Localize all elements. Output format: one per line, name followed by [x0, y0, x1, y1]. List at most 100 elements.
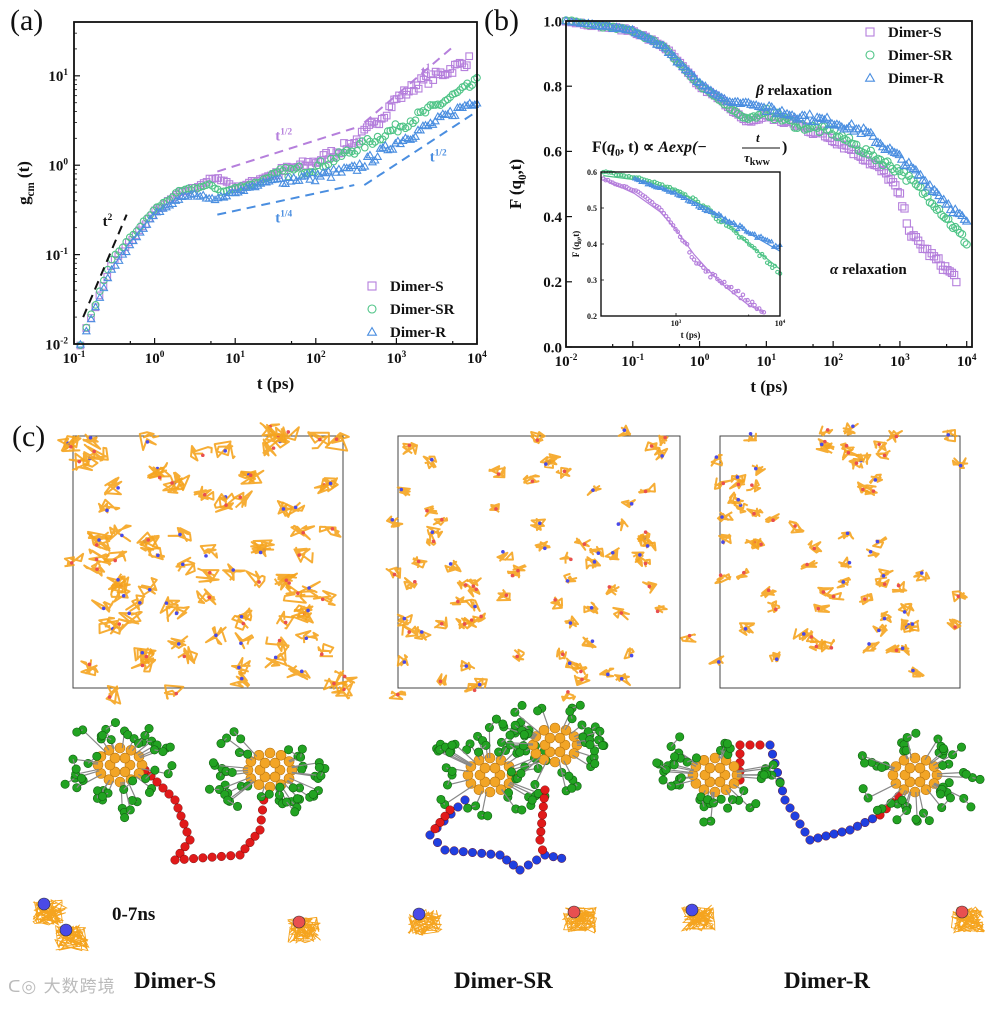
cluster-trace — [905, 619, 920, 633]
cluster-trace — [103, 476, 123, 496]
data-point — [289, 172, 299, 181]
data-point — [158, 203, 168, 212]
data-point — [332, 148, 341, 157]
center-bead — [101, 606, 106, 611]
center-bead — [919, 571, 924, 575]
cluster-trace — [318, 525, 342, 538]
data-point — [904, 226, 914, 235]
data-point — [594, 21, 605, 30]
cluster-trace — [792, 628, 809, 642]
system-label-dimer-r: Dimer-R — [784, 968, 870, 993]
center-bead — [239, 641, 243, 646]
data-point — [819, 114, 830, 124]
side-chain-atom — [297, 744, 307, 754]
center-bead — [580, 677, 584, 682]
center-bead — [882, 582, 887, 586]
molecule-cluster — [873, 440, 888, 453]
cluster-trace — [80, 659, 99, 677]
molecule-cluster — [942, 429, 958, 443]
cluster-trace — [862, 641, 880, 654]
simulation-box-dimer-s — [57, 422, 358, 705]
cluster-trace — [891, 580, 908, 593]
data-point — [660, 43, 671, 52]
guide-line — [363, 110, 478, 186]
center-bead — [629, 502, 634, 506]
center-bead — [223, 449, 227, 453]
cluster-trace — [718, 533, 732, 545]
molecule-cluster — [559, 551, 573, 564]
molecule-cluster — [433, 616, 448, 630]
side-chain-atom — [897, 795, 907, 805]
center-bead — [496, 472, 501, 476]
center-bead — [299, 669, 304, 674]
linker-atom — [537, 818, 547, 828]
data-point — [431, 67, 440, 76]
bond — [514, 711, 540, 734]
data-point — [451, 60, 459, 69]
side-chain-atom — [567, 783, 577, 793]
side-chain-atom — [505, 730, 515, 740]
cluster-trace — [83, 560, 106, 577]
side-chain-atom — [150, 765, 160, 775]
molecule-cluster — [245, 570, 266, 589]
cluster-trace — [61, 434, 82, 453]
cluster-trace — [636, 530, 651, 542]
molecule-cluster — [138, 431, 160, 451]
molecule-cluster — [896, 644, 910, 656]
linker-atom — [460, 795, 470, 805]
center-bead — [805, 562, 809, 567]
side-chain-atom — [97, 730, 107, 740]
molecule-cluster — [83, 443, 109, 462]
side-chain-atom — [658, 775, 668, 785]
cluster-trace — [138, 431, 160, 451]
linker-atom — [515, 865, 525, 875]
molecule-cluster — [396, 613, 413, 627]
simulation-box-dimer-sr — [385, 424, 697, 702]
center-bead — [911, 668, 915, 673]
cluster-trace — [642, 581, 658, 594]
series-dimer-sr — [561, 16, 971, 249]
data-point — [760, 235, 766, 241]
linker-atom — [173, 803, 183, 813]
molecule-cluster — [293, 546, 314, 564]
linker-atom — [458, 847, 468, 857]
cluster-trace — [245, 570, 266, 589]
cluster-trace — [162, 476, 185, 494]
side-chain-atom — [505, 740, 515, 750]
data-point — [283, 173, 293, 181]
center-bead — [471, 584, 476, 588]
cluster-trace — [193, 485, 215, 501]
cluster-trace — [869, 473, 884, 484]
guide-label: t1/2 — [275, 127, 292, 144]
cluster-trace — [167, 635, 189, 650]
center-bead — [759, 542, 763, 547]
side-chain-atom — [722, 739, 732, 749]
bond — [881, 787, 902, 810]
y-tick-label: 0.5 — [587, 204, 597, 213]
linker-atom — [845, 825, 855, 835]
cluster-trace — [550, 596, 564, 610]
linker-atom — [778, 786, 788, 796]
data-point — [908, 163, 919, 172]
linker-atom — [813, 833, 823, 843]
data-point — [309, 157, 317, 166]
linker-atom — [538, 810, 548, 820]
data-point — [827, 130, 837, 139]
kww-formula: F(q0, t) ∝ Aexp(− — [592, 139, 707, 159]
center-bead — [237, 665, 241, 670]
guide-line — [363, 46, 454, 124]
cluster-trace — [512, 648, 525, 662]
x-tick-label: 104 — [775, 319, 786, 328]
center-bead — [823, 439, 827, 444]
data-point — [198, 190, 208, 199]
panel-label-b: (b) — [484, 4, 519, 37]
trajectory-dimer-s-1 — [32, 897, 68, 926]
data-point — [408, 133, 418, 142]
center-bead — [138, 601, 142, 605]
side-chain-atom — [92, 751, 102, 761]
molecule-cluster — [165, 604, 190, 623]
data-point — [903, 157, 914, 166]
data-point — [901, 160, 912, 169]
data-point — [298, 157, 307, 166]
molecule-cluster — [642, 581, 658, 594]
